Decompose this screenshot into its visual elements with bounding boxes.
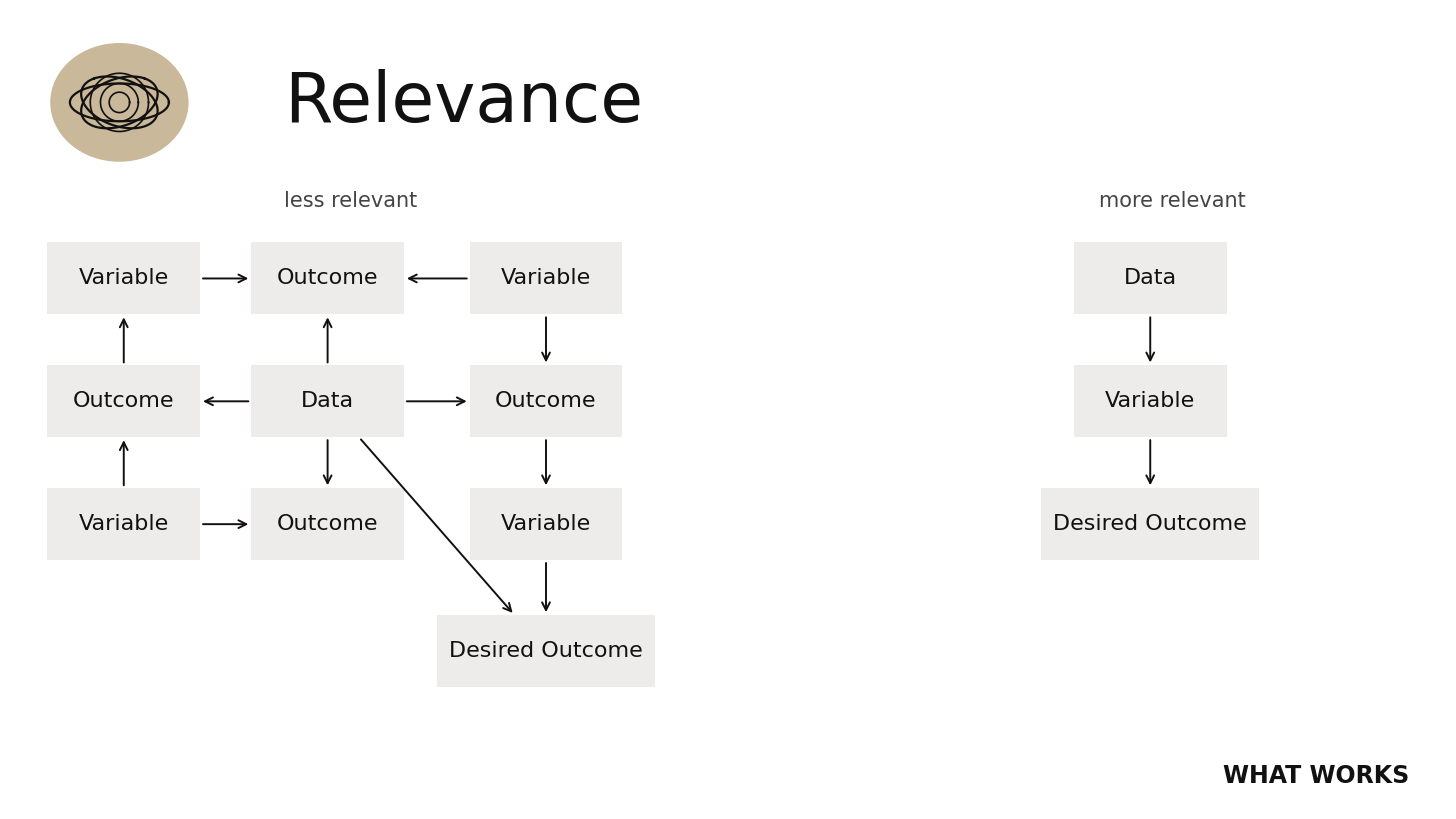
Text: Variable: Variable xyxy=(1105,391,1195,411)
Ellipse shape xyxy=(51,43,189,162)
Text: Data: Data xyxy=(1124,269,1176,288)
Text: Variable: Variable xyxy=(501,514,591,534)
Text: Variable: Variable xyxy=(501,269,591,288)
FancyBboxPatch shape xyxy=(252,242,405,314)
FancyBboxPatch shape xyxy=(469,365,623,437)
Text: Desired Outcome: Desired Outcome xyxy=(1053,514,1248,534)
Text: Data: Data xyxy=(301,391,354,411)
FancyBboxPatch shape xyxy=(48,365,201,437)
FancyBboxPatch shape xyxy=(252,365,405,437)
Text: more relevant: more relevant xyxy=(1099,191,1246,210)
FancyBboxPatch shape xyxy=(1041,488,1259,560)
FancyBboxPatch shape xyxy=(469,242,623,314)
Text: WHAT WORKS: WHAT WORKS xyxy=(1223,764,1409,788)
Text: Desired Outcome: Desired Outcome xyxy=(448,641,644,661)
Text: Outcome: Outcome xyxy=(495,391,597,411)
Text: Relevance: Relevance xyxy=(284,69,644,136)
FancyBboxPatch shape xyxy=(48,242,201,314)
FancyBboxPatch shape xyxy=(437,615,655,687)
FancyBboxPatch shape xyxy=(252,488,405,560)
Text: Outcome: Outcome xyxy=(277,514,379,534)
Text: Outcome: Outcome xyxy=(73,391,175,411)
FancyBboxPatch shape xyxy=(1075,365,1227,437)
Text: Variable: Variable xyxy=(79,269,169,288)
FancyBboxPatch shape xyxy=(48,488,201,560)
FancyBboxPatch shape xyxy=(1075,242,1227,314)
FancyBboxPatch shape xyxy=(469,488,623,560)
Text: Variable: Variable xyxy=(79,514,169,534)
Text: less relevant: less relevant xyxy=(284,191,418,210)
Text: Outcome: Outcome xyxy=(277,269,379,288)
